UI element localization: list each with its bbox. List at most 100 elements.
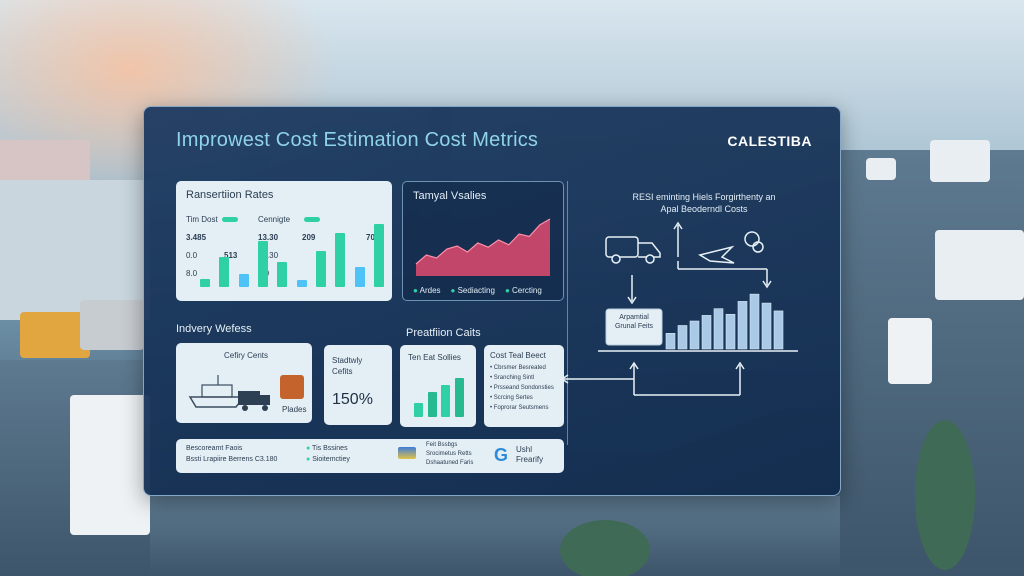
rate-bar (316, 251, 326, 287)
flow-bar-chart (665, 293, 784, 350)
fuel-area (416, 219, 550, 276)
footer-col2: ● Tis Bssines ● Sioitemctiey (306, 443, 350, 465)
flow-title-line: RESI eminting Hiels Forgirthenty an (632, 192, 776, 202)
background-building (0, 140, 90, 180)
section-divider (567, 181, 568, 445)
rate-bar (258, 241, 268, 287)
bar-label: 209 (302, 233, 316, 242)
bar-label: 700 (366, 233, 380, 242)
col2-header: Cennigte (258, 215, 291, 224)
car (866, 158, 896, 180)
truck-cab (20, 312, 90, 358)
bar-label: 513 (224, 251, 238, 260)
rate-bar (354, 267, 365, 287)
rate-bar (277, 262, 288, 287)
footer-strip[interactable]: Bescoreamt Faois Bssti Lrapiire Berrens … (176, 439, 564, 473)
ten-sales-card[interactable]: Ten Eat Sollies (400, 345, 476, 427)
legend-item: ● Ardes (413, 286, 441, 295)
trees (560, 520, 650, 576)
cost-list-card[interactable]: Cost Teal Beect • Cbrsmer Besreated • Sr… (484, 345, 564, 427)
flow-bar (701, 315, 712, 350)
flow-bar (773, 310, 784, 350)
list-item: • Sranching Sintl (490, 375, 535, 381)
flow-title-line: Apal Beoderndl Costs (660, 204, 748, 214)
fuel-values-card[interactable]: Tamyal Vsalies ● Ardes ● Sediacting ● Ce… (402, 181, 564, 301)
list-item-label: Scrcing Sertes (493, 395, 533, 401)
rate-bar (335, 233, 346, 287)
footer-col3: Feit Bssbgs Srocimetus Retts Dshaatuned … (426, 441, 473, 468)
ten-bar (455, 378, 464, 417)
ten-bar (427, 392, 437, 417)
stock-value: 150% (332, 391, 373, 408)
list-item-label: Prsseand Sondonsties (493, 385, 554, 391)
flow-bar (665, 333, 676, 350)
ten-bar (441, 385, 451, 417)
cargo-card-title: Cefiry Cents (224, 351, 269, 360)
footer-text: Tis Bssines (312, 445, 348, 452)
flow-bar (713, 308, 724, 350)
footer-item: ● Sioitemctiey (306, 456, 350, 463)
flow-bar (761, 302, 772, 350)
footer-text: Feit Bssbgs (426, 442, 458, 448)
ten-bar (414, 403, 423, 417)
fuel-area-chart (415, 218, 551, 276)
fuel-legend: ● Ardes ● Sediacting ● Cercting (413, 286, 542, 295)
stock-costs-card[interactable]: Stadtwly Cefits 150% (324, 345, 392, 425)
flow-box-label: Arpamtial Grunal Feits (614, 314, 654, 330)
col1-header: Tim Dost (186, 215, 218, 224)
flow-diagram (562, 221, 798, 396)
delivery-metrics-label: Indvery Wefess (176, 323, 252, 335)
footer-item: ● Tis Bssines (306, 445, 348, 452)
package-icon (280, 375, 304, 399)
trailer-truck (935, 230, 1024, 300)
background-building (0, 180, 150, 320)
rate-value: 53.30 (258, 251, 279, 260)
rate-value: 13.30 (258, 233, 279, 242)
white-truck (70, 395, 150, 535)
stock-card-title: Stadtwly Cefits (332, 356, 363, 376)
legend-label: Sediacting (457, 286, 495, 295)
flow-bar (689, 320, 700, 350)
list-card-title: Cost Teal Beect (490, 351, 546, 360)
cargo-caption: Plades (282, 405, 307, 414)
truck (930, 140, 990, 182)
rate-bar (200, 279, 210, 287)
flow-title: RESI eminting Hiels Forgirthenty an Apal… (604, 191, 804, 215)
transportation-rates-card[interactable]: Ransertiion Rates Tim Dost Cennigte 3.48… (176, 181, 392, 301)
list-item: • Prsseand Sondonsties (490, 385, 554, 391)
legend-label: Ardes (419, 286, 441, 295)
rate-value: 0.0 (186, 251, 198, 260)
legend-item: ● Sediacting (450, 286, 495, 295)
footer-text: Srocimetus Retts (426, 451, 472, 457)
fraction-costs-label: Preatfiion Caits (406, 327, 481, 339)
rates-bar-chart (200, 221, 384, 287)
g-logo-icon: G (494, 445, 509, 465)
list-item-label: Foprorar Seutsmens (493, 405, 549, 411)
legend-label: Cercting (512, 286, 542, 295)
legend-item: ● Cercting (504, 286, 542, 295)
cargo-ship-icon (188, 375, 246, 408)
dashboard-title: Improwest Cost Estimation Cost Metrics (176, 129, 539, 151)
footer-text: Sioitemctiey (312, 456, 350, 463)
rate-bar (219, 257, 230, 287)
flow-box (605, 308, 663, 346)
footer-text: Bescoreamt Faois (186, 445, 243, 452)
flow-bar (737, 301, 748, 350)
list-item: • Cbrsmer Besreated (490, 365, 546, 371)
ten-card-title: Ten Eat Sollies (408, 353, 461, 362)
white-truck (888, 318, 932, 384)
ten-bar-chart (414, 371, 464, 417)
cargo-costs-card[interactable]: Cefiry Cents Plades (176, 343, 312, 423)
fuel-values-title: Tamyal Vsalies (413, 190, 487, 202)
list-item: • Foprorar Seutsmens (490, 405, 549, 411)
rate-bar (296, 280, 307, 287)
rate-value: 8.0 (186, 269, 198, 278)
trees (915, 420, 975, 570)
flow-bar (677, 325, 688, 350)
footer-text: Bssti Lrapiire Berrens C3.180 (186, 456, 278, 463)
truck-trailer (80, 300, 144, 350)
brand-logo: CALESTIBA (727, 133, 812, 149)
fuel-line (415, 218, 551, 265)
list-item-label: Cbrsmer Besreated (493, 365, 546, 371)
list-item: • Scrcing Sertes (490, 395, 533, 401)
